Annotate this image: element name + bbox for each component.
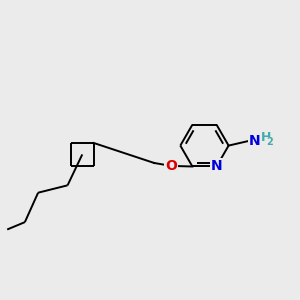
Text: N: N: [249, 134, 261, 148]
Text: O: O: [165, 159, 177, 173]
Text: H: H: [260, 131, 271, 144]
Text: N: N: [211, 160, 222, 173]
Text: 2: 2: [266, 137, 273, 147]
